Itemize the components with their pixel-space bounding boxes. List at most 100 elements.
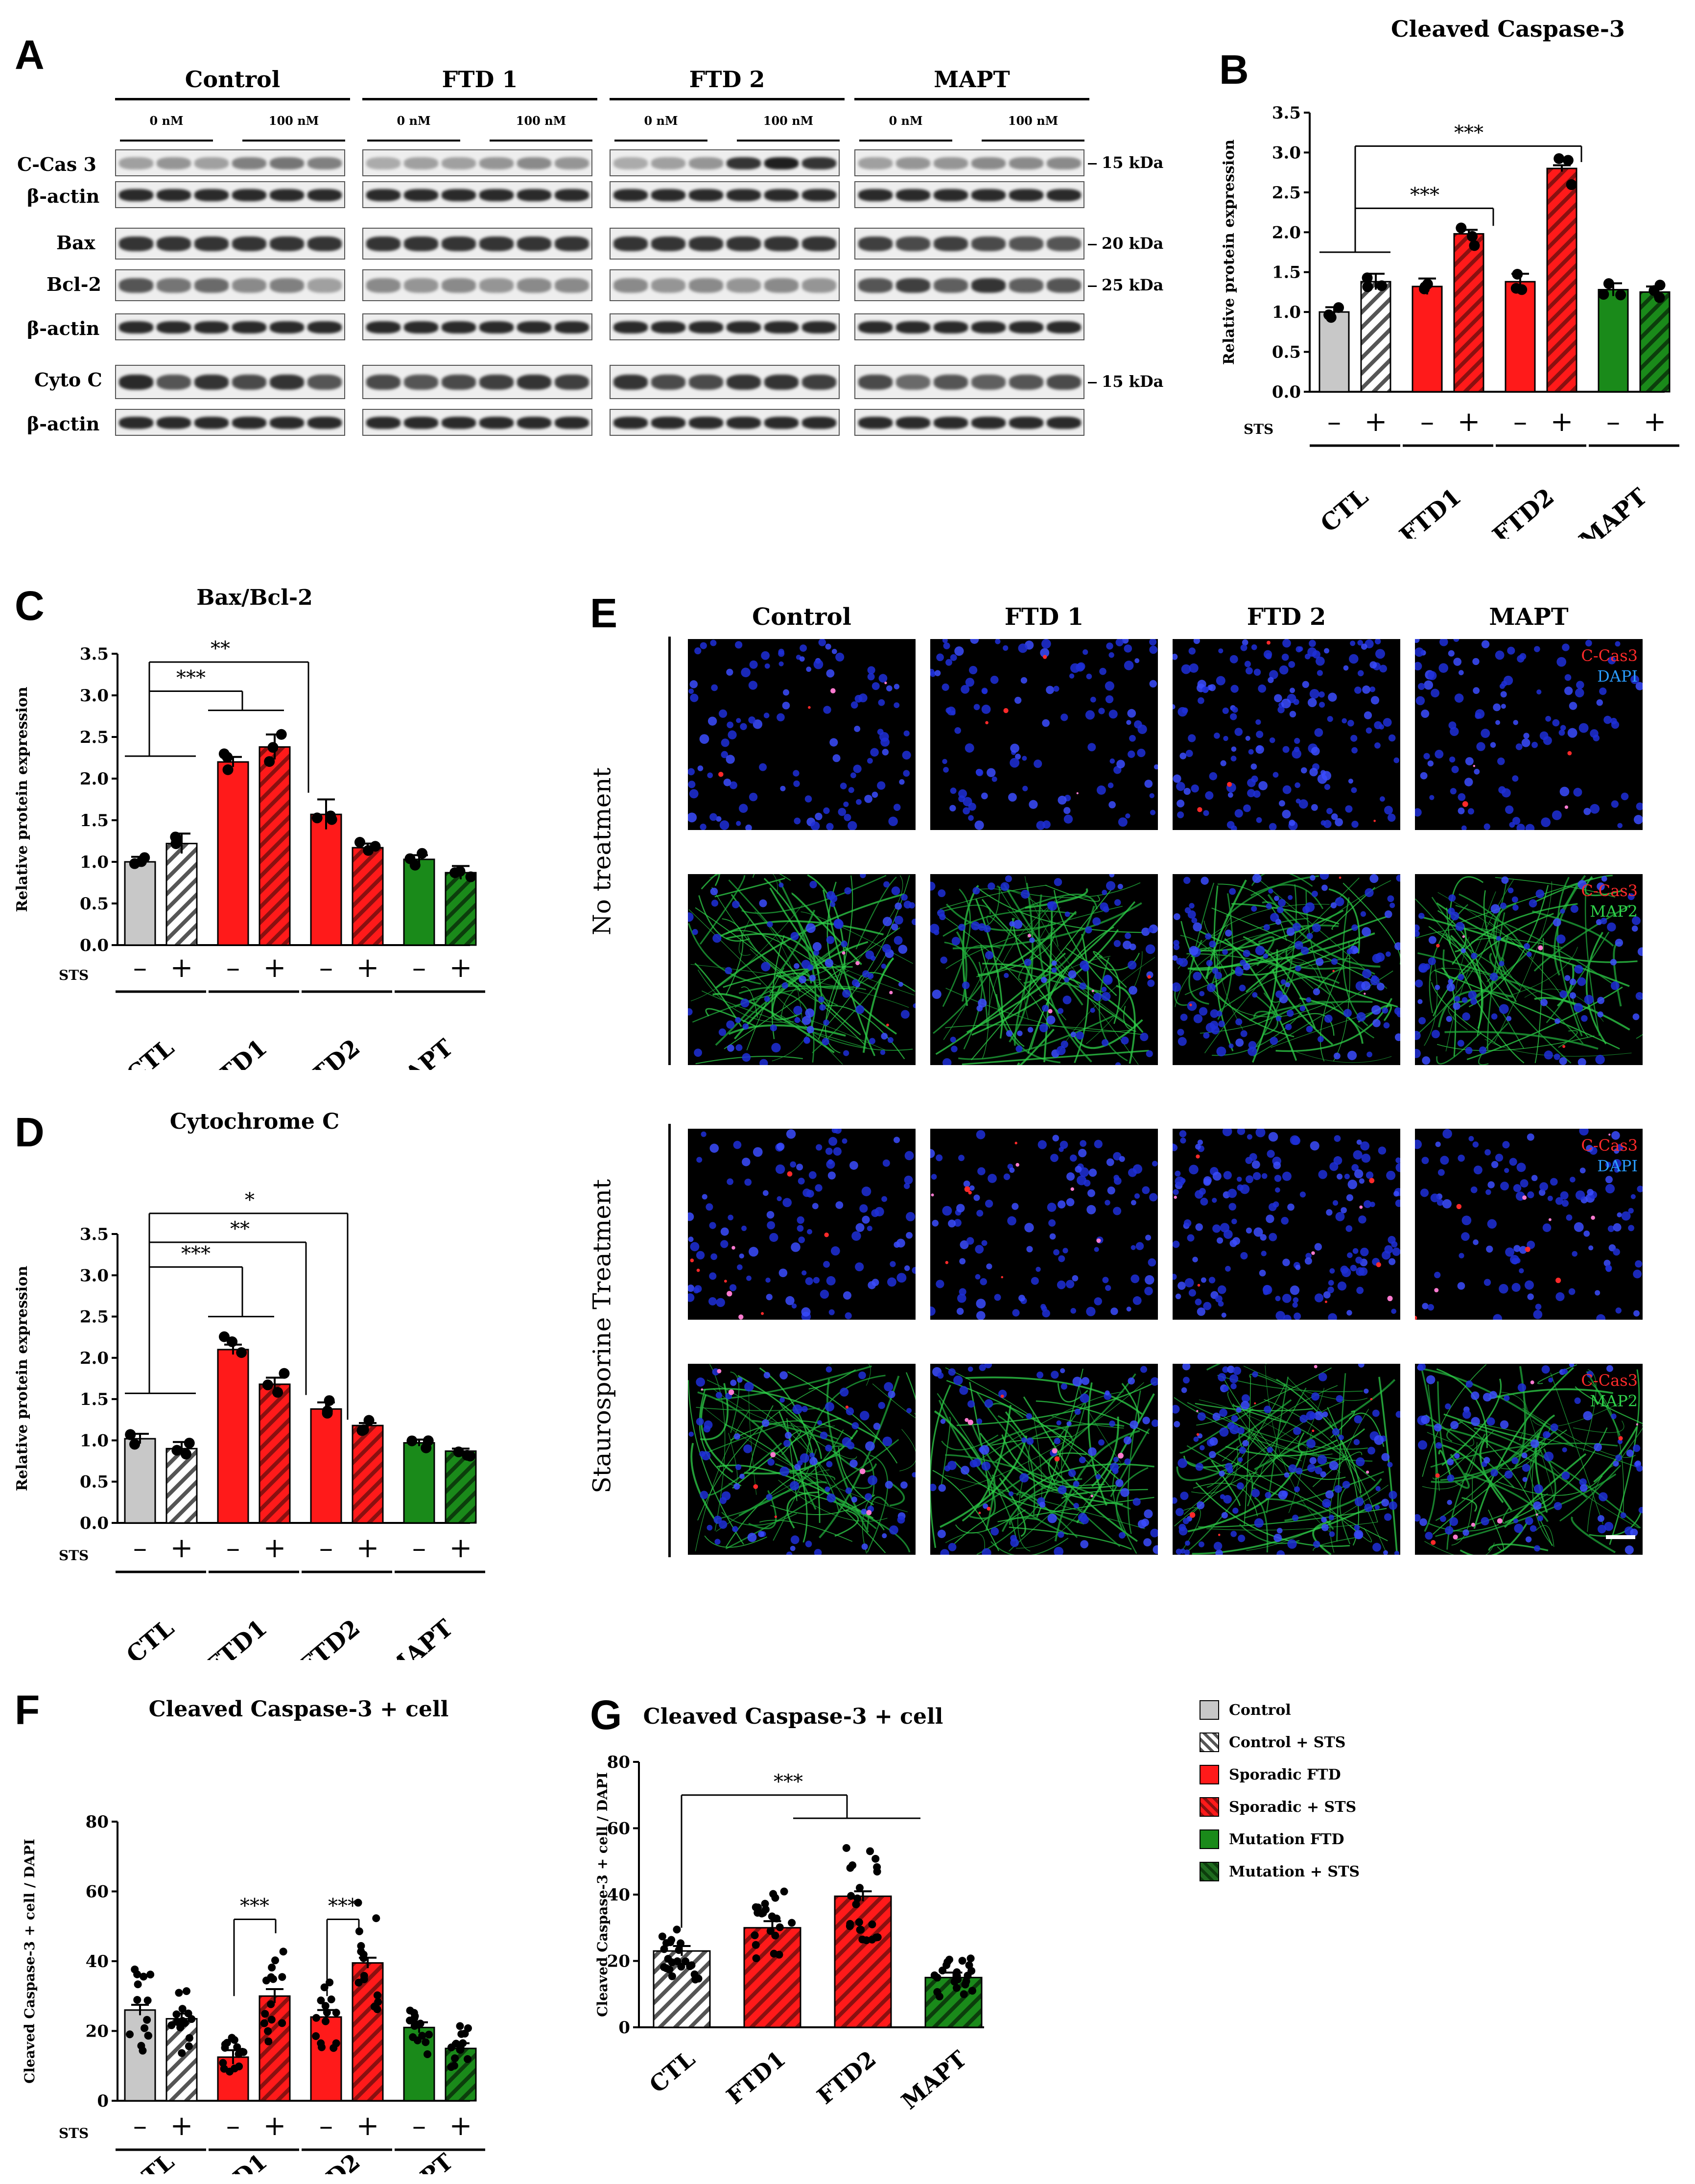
blot-band	[555, 374, 589, 390]
data-point	[312, 2032, 320, 2040]
blot-band	[404, 374, 438, 390]
blot-conc-label: 0 nM	[644, 114, 678, 128]
data-point	[464, 2024, 472, 2032]
blot-band	[802, 278, 836, 293]
blot-band	[613, 416, 648, 429]
micrograph-image	[688, 874, 916, 1065]
sign-minus: –	[133, 1532, 147, 1564]
micrograph-image	[1173, 1129, 1400, 1320]
y-tick-label: 3.5	[80, 644, 109, 664]
blot-band	[555, 416, 589, 429]
data-point	[1554, 153, 1565, 164]
chart-title: Cleaved Caspase-3 + cell	[149, 1697, 449, 1722]
data-point	[332, 2009, 340, 2017]
micrograph	[1173, 639, 1400, 830]
blot-band	[119, 416, 153, 429]
panel-label-f: F	[15, 1687, 40, 1733]
panel-label-a: A	[15, 32, 45, 78]
blot-band	[858, 278, 893, 293]
blot-band	[802, 416, 836, 429]
sign-minus: –	[412, 2110, 426, 2142]
blot-strip	[115, 409, 345, 436]
data-point	[1648, 285, 1660, 296]
sign-minus: –	[319, 1532, 333, 1564]
blot-band	[689, 237, 723, 251]
blot-band	[727, 157, 761, 169]
micrograph-image	[1173, 874, 1400, 1063]
blot-strip	[854, 228, 1084, 260]
group-label: FTD2	[293, 1614, 365, 1660]
blot-band	[442, 374, 476, 390]
data-point	[950, 1977, 959, 1986]
data-point	[660, 1945, 668, 1953]
blot-band	[896, 321, 930, 333]
data-point	[449, 867, 461, 878]
blot-band	[119, 237, 153, 251]
bar	[1360, 281, 1391, 393]
data-point	[184, 1437, 195, 1448]
y-axis-label: Relative protein expression	[14, 687, 31, 912]
stain-map2-label: MAP2	[1590, 902, 1638, 921]
y-tick-label: 1.5	[80, 1390, 109, 1409]
blot-band	[517, 374, 551, 390]
data-point	[133, 1995, 141, 2004]
blot-band	[934, 189, 968, 201]
blot-band	[971, 278, 1006, 293]
blot-band	[555, 237, 589, 251]
blot-strip	[362, 409, 592, 436]
blot-band	[404, 157, 438, 169]
blot-band	[1009, 157, 1043, 169]
blot-band	[1009, 237, 1043, 251]
blot-band	[517, 237, 551, 251]
category-label: FTD2	[812, 2045, 881, 2110]
treatment-label: STS	[59, 2125, 89, 2141]
data-point	[133, 1970, 141, 1978]
data-point	[660, 1963, 668, 1971]
chart-title: Bax/Bcl-2	[196, 585, 313, 610]
blot-band	[555, 278, 589, 293]
data-point	[324, 1395, 335, 1406]
sign-minus: –	[1606, 406, 1620, 438]
legend-item: Sporadic FTD	[1200, 1764, 1341, 1785]
blot-strip	[115, 365, 345, 399]
blot-band	[971, 321, 1006, 333]
kda-label: 15 kDa	[1102, 372, 1164, 391]
y-tick-label: 2.5	[1272, 183, 1301, 203]
blot-band	[157, 278, 191, 293]
blot-strip	[115, 313, 345, 340]
panel-label-b: B	[1219, 47, 1249, 93]
data-point	[413, 2020, 422, 2029]
data-point	[170, 838, 182, 849]
group-label: MAPT	[1574, 483, 1652, 539]
blot-band	[479, 189, 514, 201]
micrograph	[688, 1364, 916, 1555]
data-point	[261, 2010, 269, 2018]
blot-band	[194, 157, 229, 169]
blot-band	[689, 321, 723, 333]
data-point	[125, 1429, 136, 1440]
blot-band	[727, 237, 761, 251]
data-point	[857, 1925, 865, 1934]
legend-label: Sporadic FTD	[1229, 1766, 1341, 1783]
blot-band	[764, 374, 799, 390]
data-point	[422, 2038, 430, 2046]
y-tick-label: 1.5	[80, 811, 109, 831]
y-tick-label: 3.0	[80, 1266, 109, 1285]
data-point	[788, 1919, 796, 1927]
data-point	[673, 1925, 681, 1934]
blot-conc-underline	[490, 140, 592, 142]
blot-band	[232, 374, 266, 390]
data-point	[960, 1990, 968, 1998]
legend-swatch	[1200, 1733, 1219, 1752]
bar	[1546, 167, 1577, 393]
sig-marker: **	[230, 1218, 250, 1240]
blot-band	[651, 416, 685, 429]
legend-item: Mutation FTD	[1200, 1828, 1344, 1850]
group-label: MAPT	[380, 1034, 458, 1070]
legend-label: Mutation + STS	[1229, 1863, 1360, 1880]
data-point	[317, 2039, 325, 2047]
data-point	[267, 2016, 276, 2024]
blot-strip	[854, 313, 1084, 340]
sign-minus: –	[1327, 406, 1341, 438]
blot-strip	[115, 228, 345, 260]
